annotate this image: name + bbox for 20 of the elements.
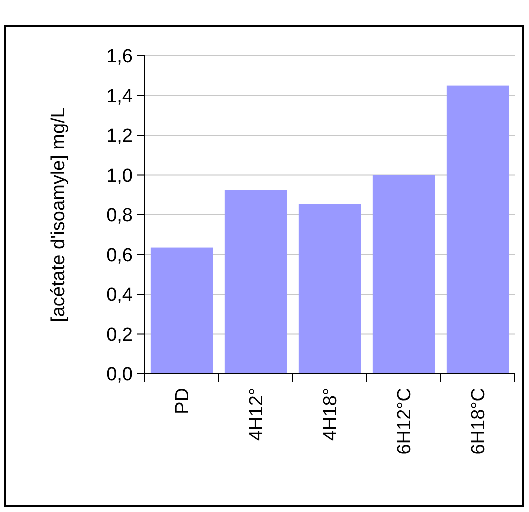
bar xyxy=(150,248,214,374)
y-tick-label: 1,2 xyxy=(106,126,133,148)
x-tick-label: 4H18° xyxy=(320,388,342,442)
y-tick-label: 0,4 xyxy=(106,285,134,306)
x-tick-label: PD xyxy=(172,388,194,414)
bar xyxy=(372,175,436,374)
bar xyxy=(298,204,362,374)
y-axis-title: [acétate d'isoamyle] mg/L xyxy=(48,108,70,322)
bar xyxy=(446,86,510,374)
x-tick-label: 6H12°C xyxy=(394,388,416,455)
y-tick-label: 0,0 xyxy=(106,364,133,386)
y-tick-label: 1,6 xyxy=(106,46,133,68)
y-tick-label: 0,6 xyxy=(106,245,133,266)
y-tick-label: 1,0 xyxy=(106,166,133,187)
y-tick-label: 1,4 xyxy=(106,86,134,108)
x-tick-label: 6H18°C xyxy=(468,388,490,455)
y-tick-label: 0,2 xyxy=(106,324,133,346)
bar xyxy=(224,190,288,374)
x-tick-label: 4H12° xyxy=(246,388,268,442)
y-tick-label: 0,8 xyxy=(106,206,133,227)
